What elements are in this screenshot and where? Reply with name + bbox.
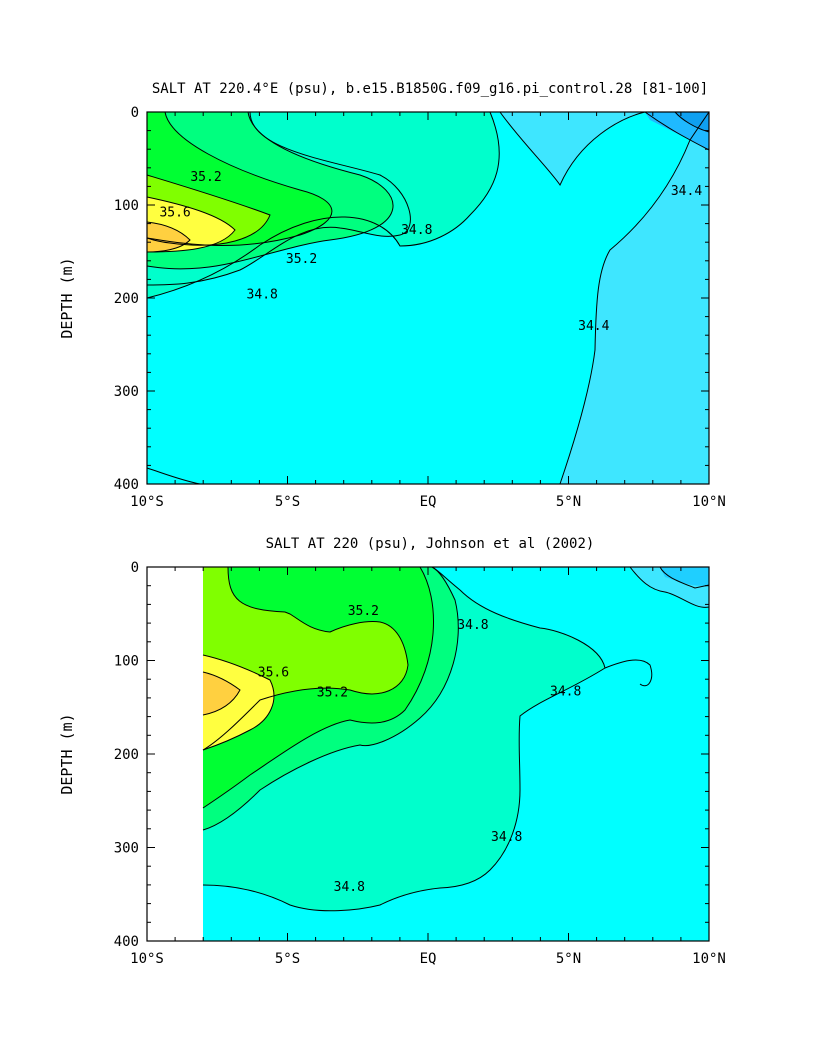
- contour-labels: 35.2 35.6 35.2 34.8 34.8 34.4 34.4: [159, 170, 702, 334]
- y-axis-label: DEPTH (m): [58, 257, 76, 338]
- y-tick-label: 400: [114, 477, 139, 493]
- x-tick-label: 5°S: [275, 951, 300, 967]
- y-axis-label: DEPTH (m): [58, 713, 76, 794]
- contour-fills: [203, 567, 709, 941]
- x-tick-label: 5°N: [556, 951, 581, 967]
- y-tick-label: 100: [114, 198, 139, 214]
- x-tick-label: 10°N: [692, 494, 726, 510]
- contour-label: 34.8: [550, 684, 581, 699]
- x-tick-label: EQ: [420, 951, 437, 967]
- contour-fills: [147, 112, 709, 484]
- fill-below-34.4: [660, 567, 709, 586]
- fill-34.2-34.4: [147, 112, 709, 484]
- axis-ticks: 10°S 5°S EQ 5°N 10°N 0 100 200 300 400: [114, 560, 726, 967]
- x-tick-label: 5°N: [556, 494, 581, 510]
- y-tick-label: 400: [114, 934, 139, 950]
- contour-label: 35.6: [258, 666, 289, 681]
- x-tick-label: 10°S: [130, 494, 164, 510]
- x-tick-label: 10°S: [130, 951, 164, 967]
- contour-label: 34.8: [491, 830, 522, 845]
- contour-label: 34.8: [457, 618, 488, 633]
- y-tick-label: 200: [114, 747, 139, 763]
- contour-label: 34.8: [247, 287, 278, 302]
- y-tick-label: 300: [114, 841, 139, 857]
- fill-above-35.6: [203, 672, 240, 715]
- contour-lines: [202, 566, 710, 912]
- y-tick-label: 0: [131, 560, 139, 576]
- chart-title: SALT AT 220 (psu), Johnson et al (2002): [266, 536, 595, 552]
- x-tick-label: 5°S: [275, 494, 300, 510]
- y-tick-label: 0: [131, 105, 139, 121]
- contour-label: 35.2: [348, 604, 379, 619]
- chart-title: SALT AT 220.4°E (psu), b.e15.B1850G.f09_…: [152, 81, 708, 97]
- fill-below-34.8: [203, 567, 709, 941]
- contour-label: 35.2: [317, 685, 348, 700]
- y-tick-label: 300: [114, 384, 139, 400]
- panel-model: SALT AT 220.4°E (psu), b.e15.B1850G.f09_…: [58, 81, 726, 510]
- contour-label: 34.8: [401, 223, 432, 238]
- axis-ticks: 10°S 5°S EQ 5°N 10°N 0 100 200 300 400: [114, 105, 726, 510]
- x-tick-label: 10°N: [692, 951, 726, 967]
- panel-observations: SALT AT 220 (psu), Johnson et al (2002) …: [58, 536, 726, 967]
- contour-label: 34.8: [334, 880, 365, 895]
- y-tick-label: 100: [114, 654, 139, 670]
- y-tick-label: 200: [114, 291, 139, 307]
- contour-label: 35.2: [190, 170, 221, 185]
- contour-label: 35.2: [286, 252, 317, 267]
- contour-label: 34.4: [671, 184, 702, 199]
- contour-label: 34.4: [578, 319, 609, 334]
- contour-labels: 35.2 35.6 35.2 34.8 34.8 34.8 34.8: [258, 604, 582, 895]
- contour-label: 35.6: [159, 205, 190, 220]
- contour-lines: [146, 111, 710, 485]
- x-tick-label: EQ: [420, 494, 437, 510]
